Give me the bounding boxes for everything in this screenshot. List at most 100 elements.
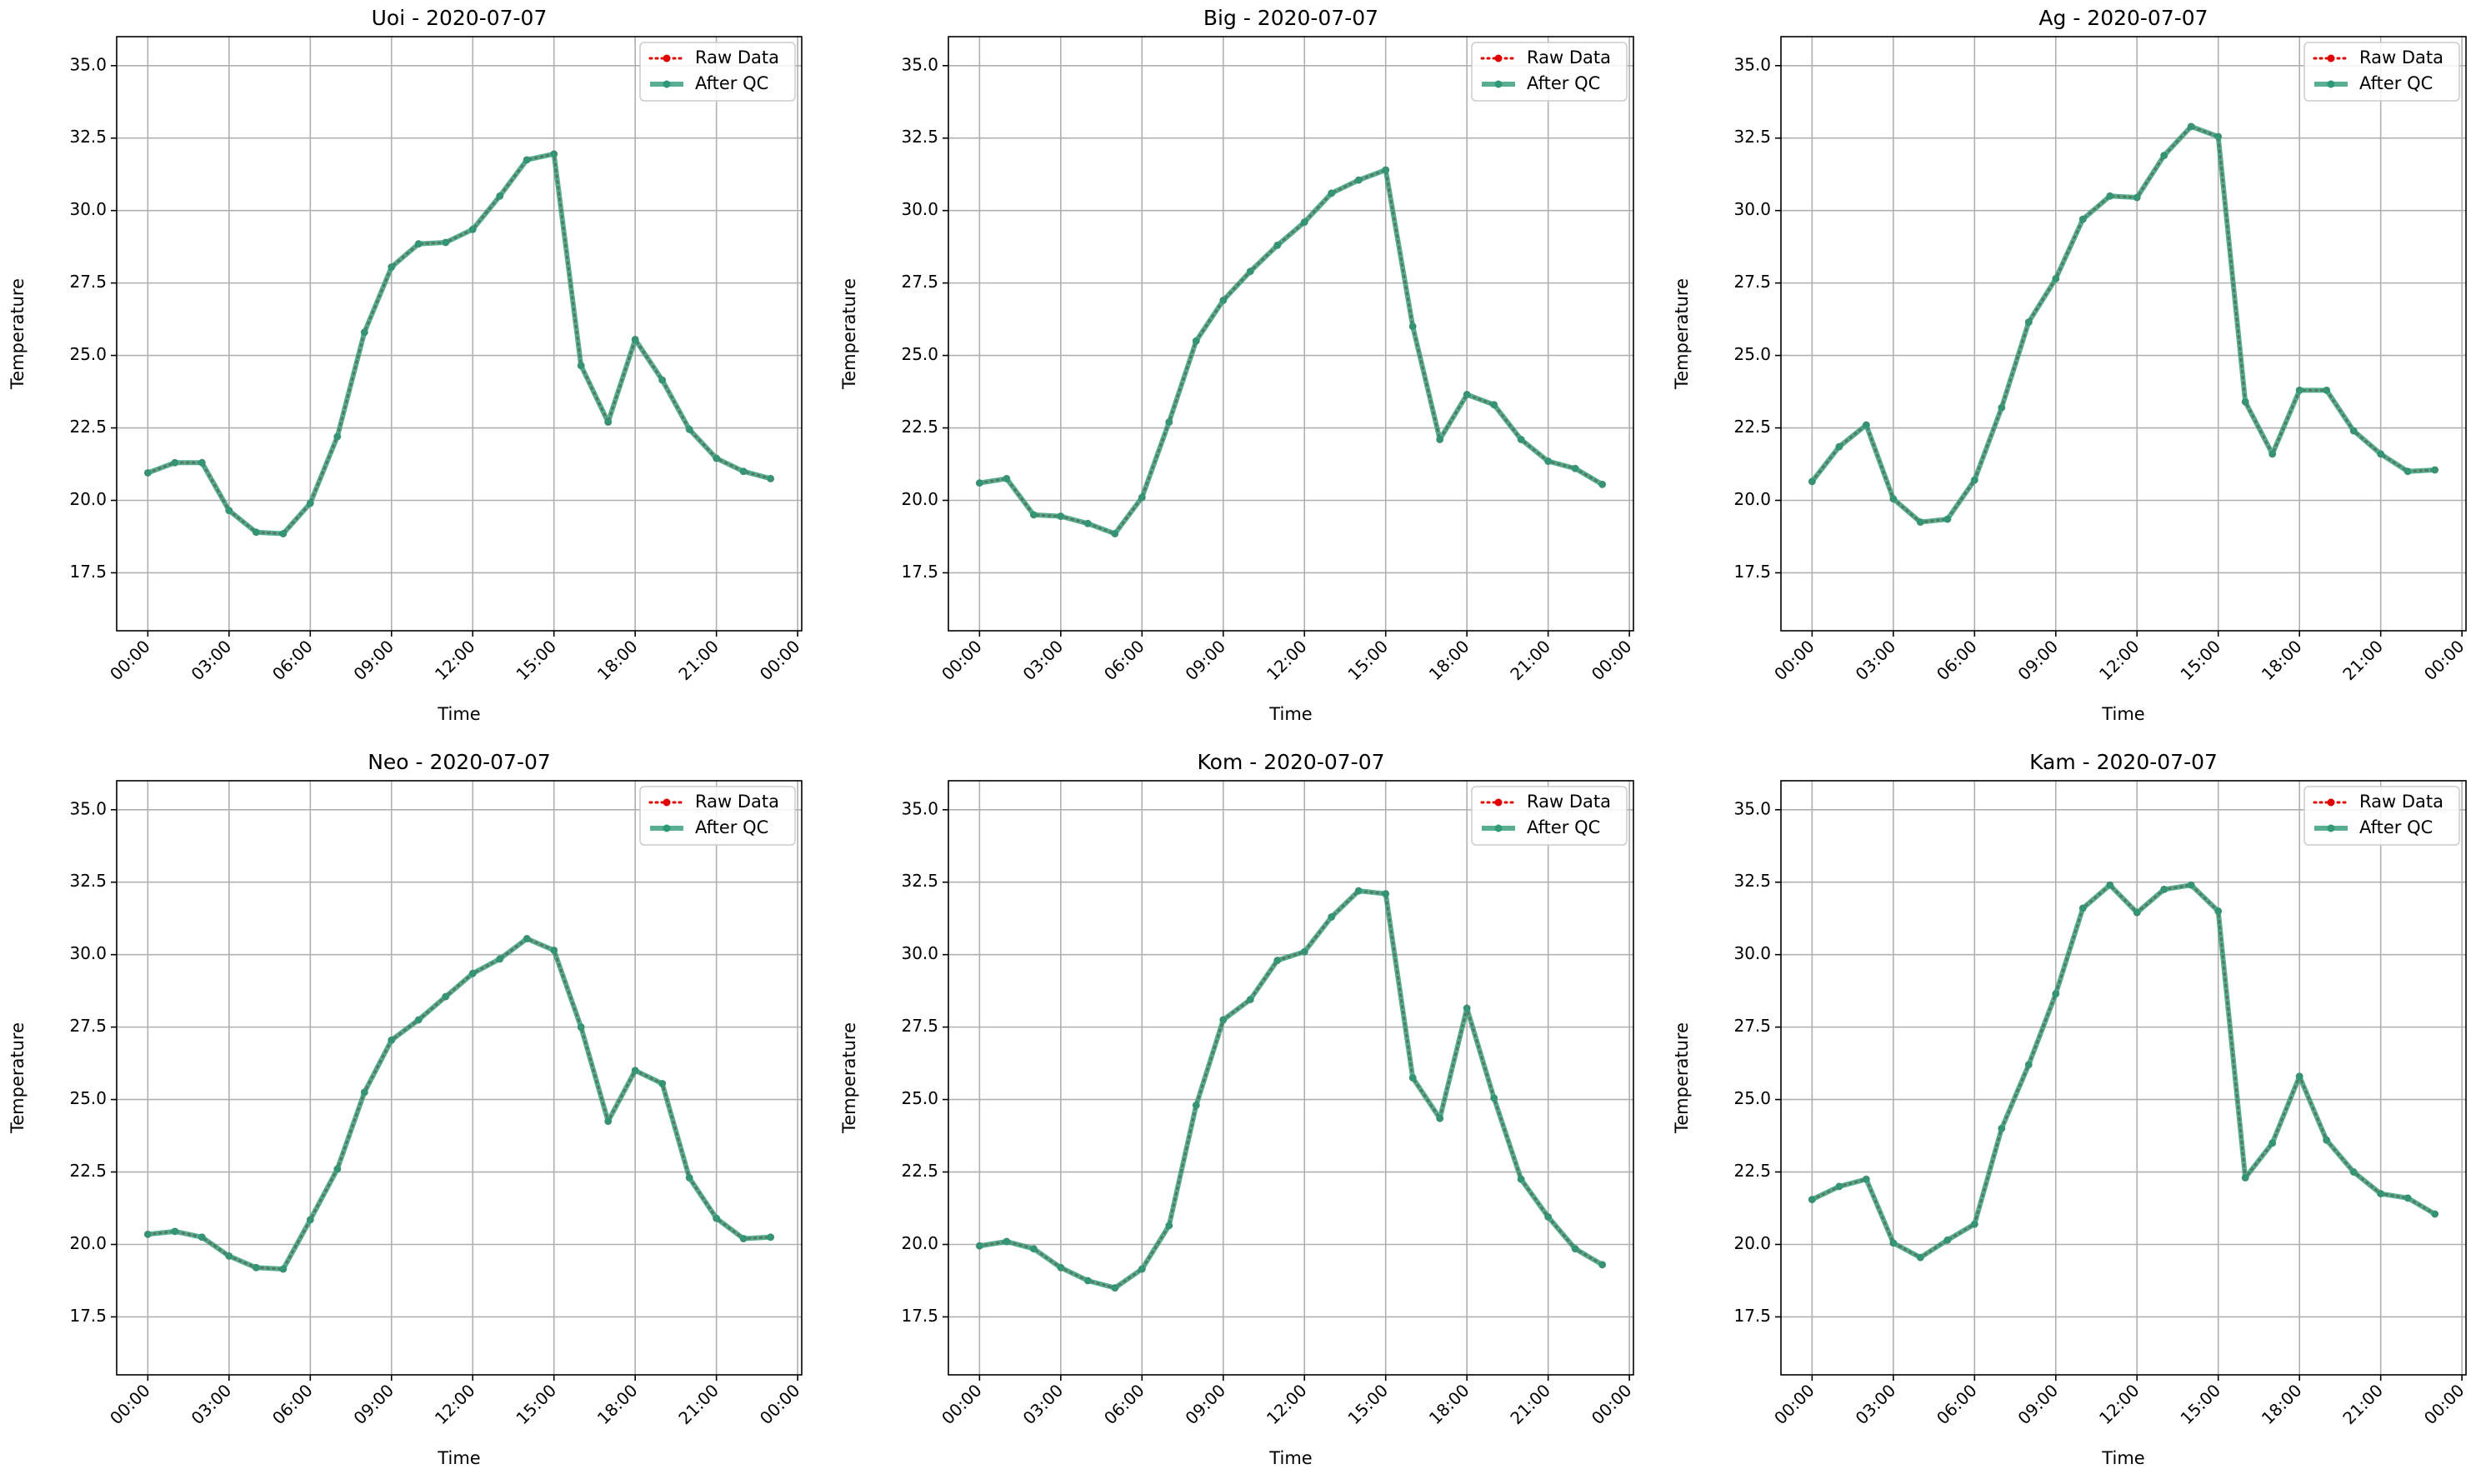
y-tick-label: 17.5 — [1733, 1306, 1771, 1326]
y-tick-label: 35.0 — [1733, 798, 1771, 818]
series-line-raw-data — [978, 889, 1604, 1290]
after-qc-point — [1862, 1175, 1870, 1183]
gridlines — [117, 37, 802, 631]
y-tick-label: 35.0 — [69, 798, 107, 818]
x-tick-label: 09:00 — [1181, 636, 1229, 684]
legend-marker-after-qc — [663, 824, 671, 832]
x-tick-label: 21:00 — [1506, 636, 1554, 684]
gridlines — [948, 37, 1633, 631]
after-qc-point — [713, 454, 721, 462]
after-qc-point — [1057, 512, 1065, 521]
after-qc-point — [333, 1165, 342, 1173]
subplot-title: Kom - 2020-07-07 — [1198, 750, 1385, 774]
legend-label-raw-data: Raw Data — [2359, 792, 2443, 812]
after-qc-point — [2052, 274, 2060, 282]
x-axis-label: Time — [1268, 704, 1312, 724]
after-qc-point — [975, 1242, 983, 1250]
x-tick-label: 12:00 — [2095, 636, 2143, 684]
x-tick-label: 03:00 — [188, 1380, 236, 1428]
after-qc-point — [143, 468, 152, 477]
legend-label-raw-data: Raw Data — [1527, 792, 1611, 812]
y-axis-label: Temperature — [1672, 1022, 1692, 1134]
x-tick-label: 00:00 — [106, 636, 154, 684]
after-qc-point — [1571, 464, 1579, 472]
after-qc-point — [658, 376, 667, 384]
legend-label-after-qc: After QC — [2359, 817, 2433, 837]
x-tick-label: 15:00 — [2176, 1380, 2224, 1428]
legend: Raw Data After QC — [1471, 786, 1628, 846]
after-qc-point — [360, 1088, 368, 1097]
after-qc-point — [2024, 318, 2033, 327]
after-qc-point — [1003, 474, 1011, 482]
x-tick-label: 12:00 — [1263, 1380, 1311, 1428]
after-qc-point — [306, 1216, 314, 1224]
subplot-title: Kam - 2020-07-07 — [2029, 750, 2218, 774]
after-qc-point — [2377, 1190, 2385, 1198]
legend-marker-after-qc — [2327, 80, 2335, 88]
after-qc-point — [631, 1067, 639, 1075]
x-tick-label: 06:00 — [1933, 636, 1981, 684]
after-qc-point — [604, 1117, 613, 1126]
after-qc-point — [1808, 477, 1816, 486]
after-qc-point — [1328, 189, 1336, 197]
legend-label-raw-data: Raw Data — [1527, 47, 1611, 67]
y-tick-label: 30.0 — [69, 199, 107, 219]
gridlines — [948, 781, 1633, 1375]
legend-marker-raw-data — [1494, 798, 1503, 807]
after-qc-point — [1835, 442, 1843, 451]
after-qc-point — [1083, 519, 1092, 527]
after-qc-point — [171, 458, 179, 467]
y-axis-label: Temperature — [839, 1022, 859, 1134]
after-qc-point — [739, 1235, 748, 1243]
y-tick-label: 30.0 — [1733, 943, 1771, 963]
x-tick-label: 12:00 — [431, 1380, 479, 1428]
y-tick-label: 25.0 — [69, 1088, 107, 1108]
x-tick-label: 03:00 — [1019, 1380, 1068, 1428]
after-qc-point — [1916, 518, 1924, 527]
x-tick-label: 18:00 — [2258, 636, 2306, 684]
y-tick-label: 22.5 — [901, 417, 938, 437]
after-qc-point — [1943, 1236, 1952, 1244]
after-qc-point — [1490, 401, 1498, 409]
x-tick-label: 15:00 — [2176, 636, 2224, 684]
y-tick-label: 20.0 — [69, 1233, 107, 1253]
subplot-title: Neo - 2020-07-07 — [368, 750, 551, 774]
after-qc-point — [1300, 218, 1308, 227]
y-tick-label: 30.0 — [901, 943, 938, 963]
x-tick-label: 06:00 — [268, 1380, 317, 1428]
after-qc-point — [2323, 1136, 2331, 1144]
after-qc-point — [1916, 1253, 1924, 1262]
x-tick-label: 06:00 — [268, 636, 317, 684]
x-tick-label: 09:00 — [1181, 1380, 1229, 1428]
after-qc-point — [1490, 1094, 1498, 1102]
after-qc-point — [279, 1265, 288, 1273]
after-qc-point — [1382, 166, 1390, 174]
y-tick-label: 22.5 — [69, 1161, 107, 1181]
gridlines — [1781, 781, 2466, 1375]
after-qc-point — [468, 225, 477, 233]
after-qc-point — [658, 1079, 667, 1087]
y-tick-label: 17.5 — [1733, 562, 1771, 582]
x-tick-label: 03:00 — [1852, 636, 1900, 684]
x-tick-label: 18:00 — [2258, 1380, 2306, 1428]
y-tick-label: 27.5 — [69, 1016, 107, 1036]
x-tick-label: 09:00 — [2013, 1380, 2062, 1428]
after-qc-point — [1382, 890, 1390, 898]
x-tick-label: 18:00 — [1425, 636, 1473, 684]
after-qc-point — [2078, 904, 2087, 912]
after-qc-point — [468, 969, 477, 977]
after-qc-point — [1808, 1196, 1816, 1204]
legend-marker-raw-data — [2327, 54, 2335, 62]
after-qc-point — [2160, 885, 2168, 893]
y-tick-label: 22.5 — [69, 417, 107, 437]
x-axis-label: Time — [2101, 704, 2144, 724]
after-qc-point — [2268, 1139, 2277, 1147]
after-qc-point — [333, 432, 342, 441]
after-qc-point — [2214, 132, 2223, 141]
y-tick-label: 20.0 — [901, 489, 938, 509]
after-qc-point — [2024, 1061, 2033, 1069]
x-tick-label: 21:00 — [674, 1380, 723, 1428]
x-tick-label: 09:00 — [349, 636, 398, 684]
legend: Raw Data After QC — [1471, 42, 1628, 102]
x-tick-label: 00:00 — [938, 636, 986, 684]
